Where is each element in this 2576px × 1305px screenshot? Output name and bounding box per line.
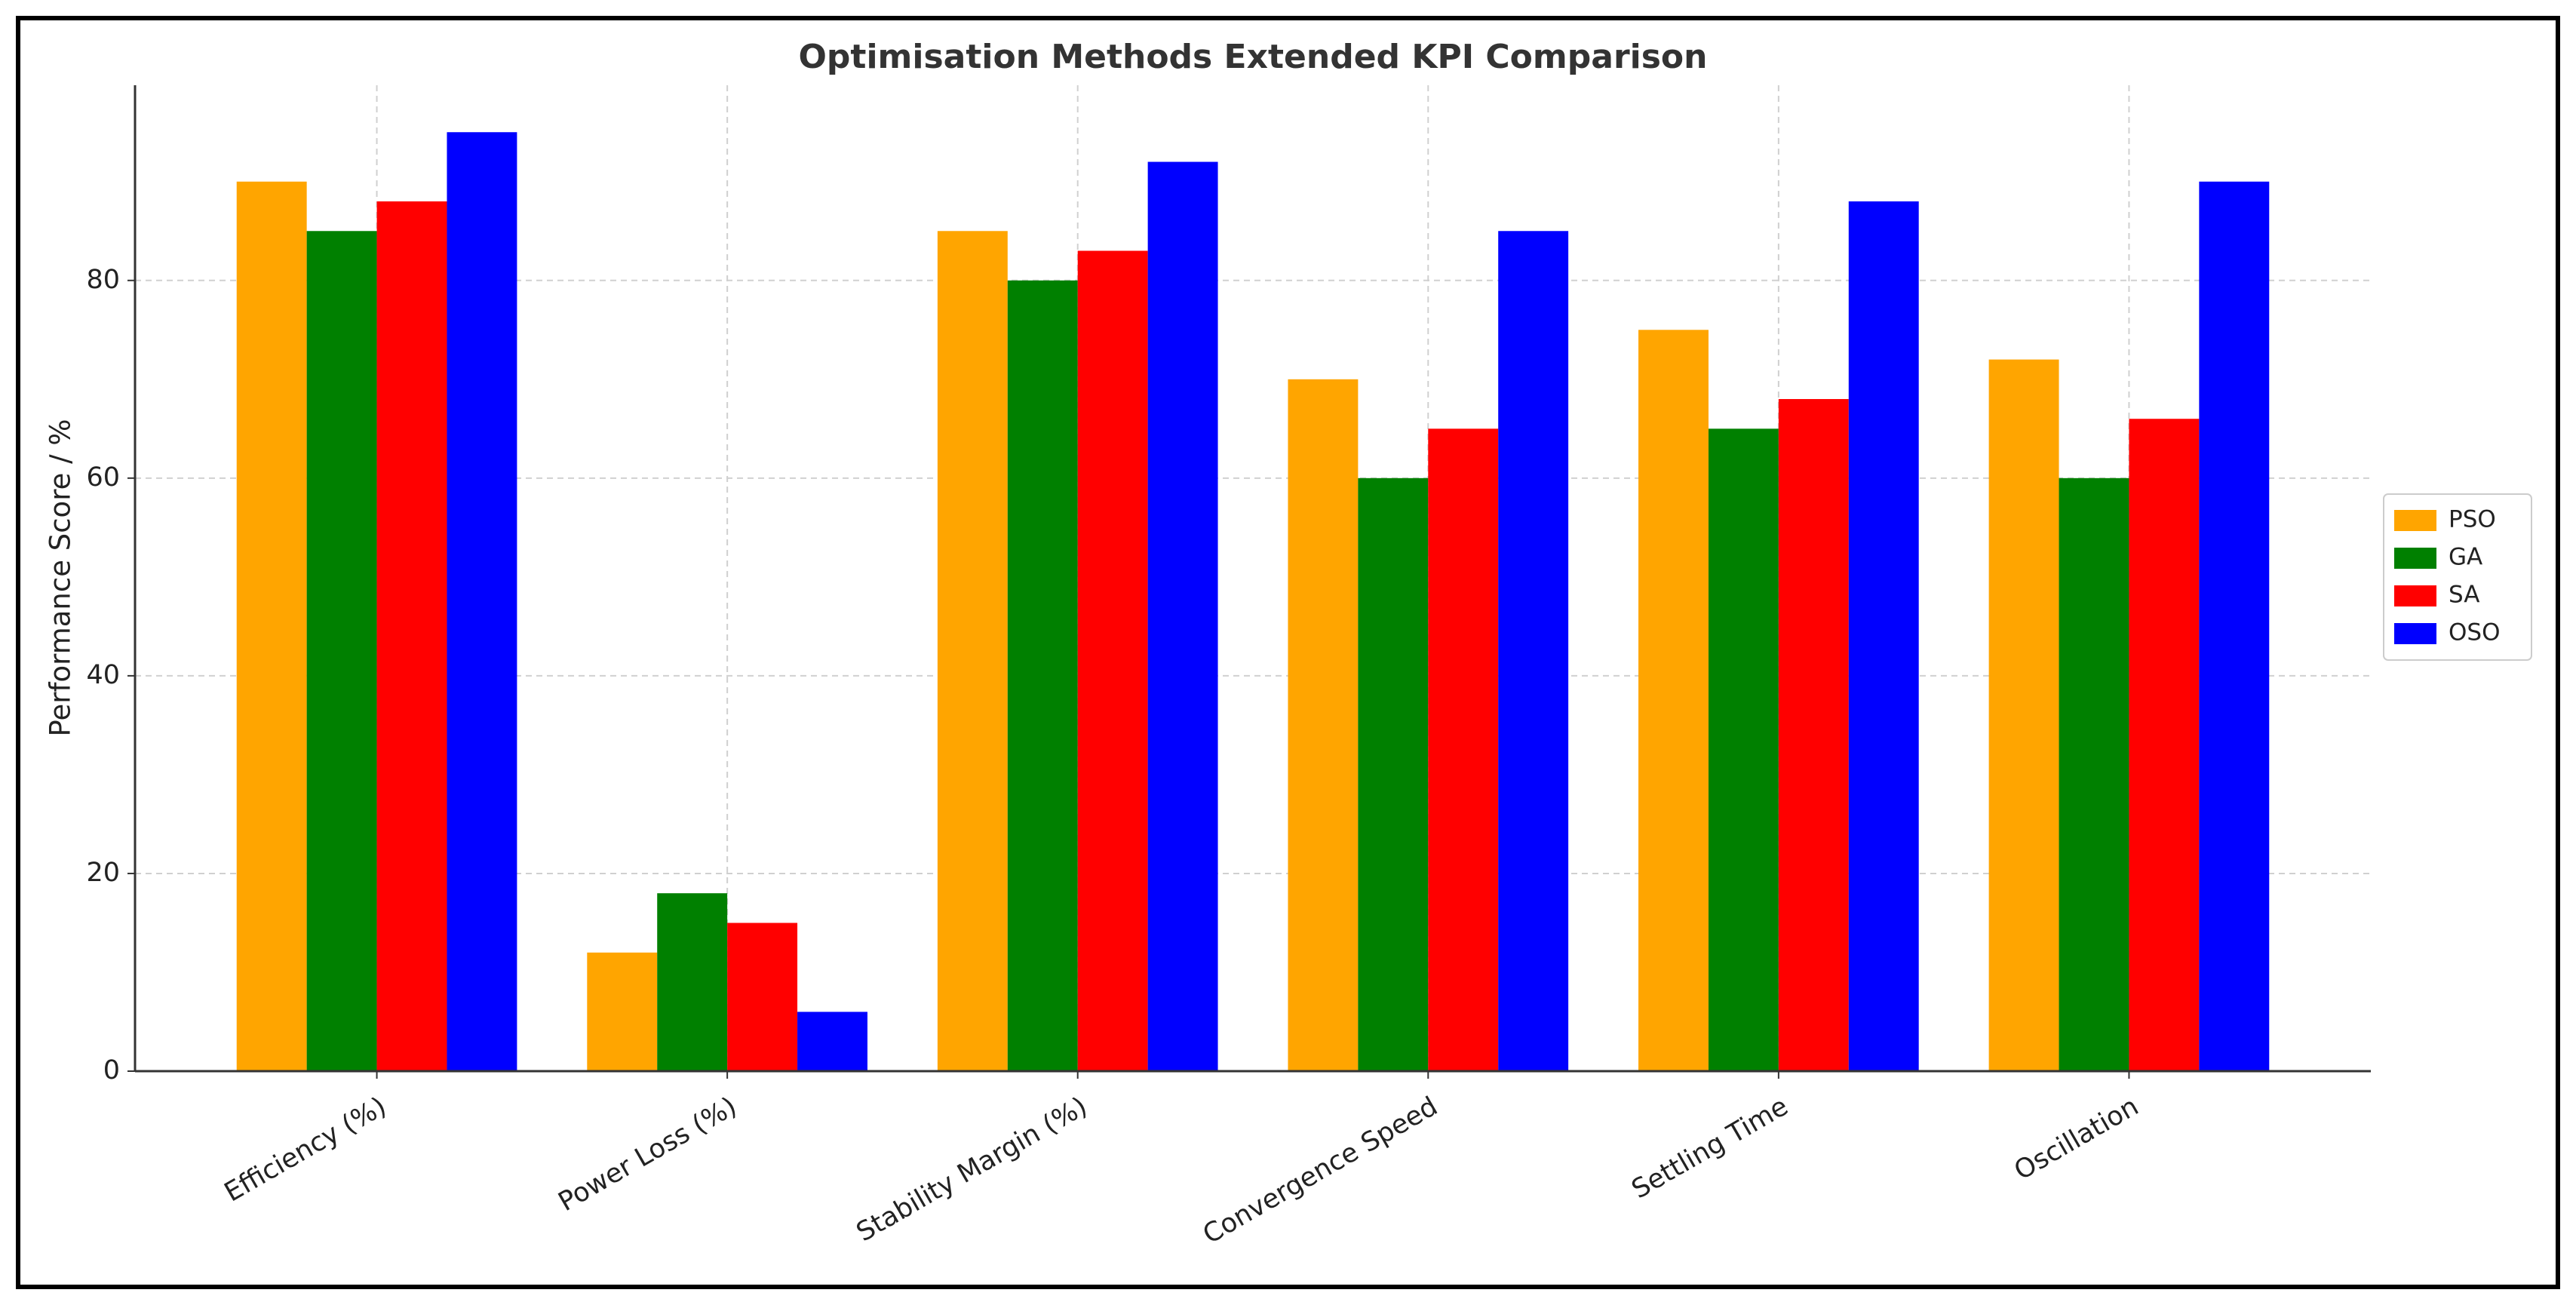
- bar: [1358, 477, 1429, 1071]
- legend-swatch: [2394, 548, 2436, 569]
- bar: [587, 952, 658, 1071]
- bar: [1708, 428, 1779, 1071]
- bar: [1428, 428, 1499, 1071]
- y-axis-label: Performance Score / %: [45, 419, 77, 736]
- legend-swatch: [2394, 585, 2436, 606]
- legend-swatch: [2394, 510, 2436, 531]
- bar: [1988, 359, 2059, 1071]
- y-tick-label: 80: [86, 265, 120, 295]
- bar: [1848, 201, 1919, 1071]
- x-tick-label: Stability Margin (%): [852, 1092, 1092, 1248]
- chart-title: Optimisation Methods Extended KPI Compar…: [799, 38, 1708, 76]
- bar: [1498, 231, 1569, 1072]
- bar: [797, 1012, 867, 1071]
- bar: [1638, 330, 1709, 1072]
- x-tick-label: Power Loss (%): [554, 1092, 742, 1217]
- bar: [657, 893, 728, 1071]
- legend-label: GA: [2449, 544, 2482, 571]
- bar: [376, 201, 447, 1071]
- x-tick-label: Efficiency (%): [220, 1092, 391, 1208]
- legend-label: OSO: [2449, 619, 2500, 646]
- bar: [1147, 161, 1218, 1071]
- y-tick-label: 40: [86, 660, 120, 690]
- bar: [2199, 181, 2270, 1072]
- bar: [306, 231, 377, 1072]
- bar: [236, 181, 307, 1072]
- bar: [2129, 419, 2200, 1071]
- x-tick-label: Oscillation: [2010, 1092, 2144, 1187]
- y-tick-label: 20: [86, 858, 120, 888]
- legend-label: PSO: [2449, 506, 2496, 533]
- bar: [1077, 250, 1148, 1071]
- frame: [16, 16, 2560, 1289]
- bar: [937, 231, 1008, 1072]
- y-tick-label: 60: [86, 462, 120, 493]
- bar: [1288, 379, 1359, 1071]
- x-tick-label: Settling Time: [1627, 1092, 1794, 1205]
- legend-box: [2383, 493, 2532, 661]
- bar: [1778, 399, 1849, 1071]
- legend-label: SA: [2449, 582, 2479, 609]
- bar: [447, 132, 517, 1072]
- bar: [2059, 477, 2129, 1071]
- y-tick-label: 0: [103, 1055, 120, 1085]
- bar: [1007, 280, 1078, 1072]
- x-tick-label: Convergence Speed: [1198, 1092, 1443, 1250]
- bars: [236, 132, 2270, 1072]
- bar: [727, 923, 798, 1071]
- legend-swatch: [2394, 623, 2436, 644]
